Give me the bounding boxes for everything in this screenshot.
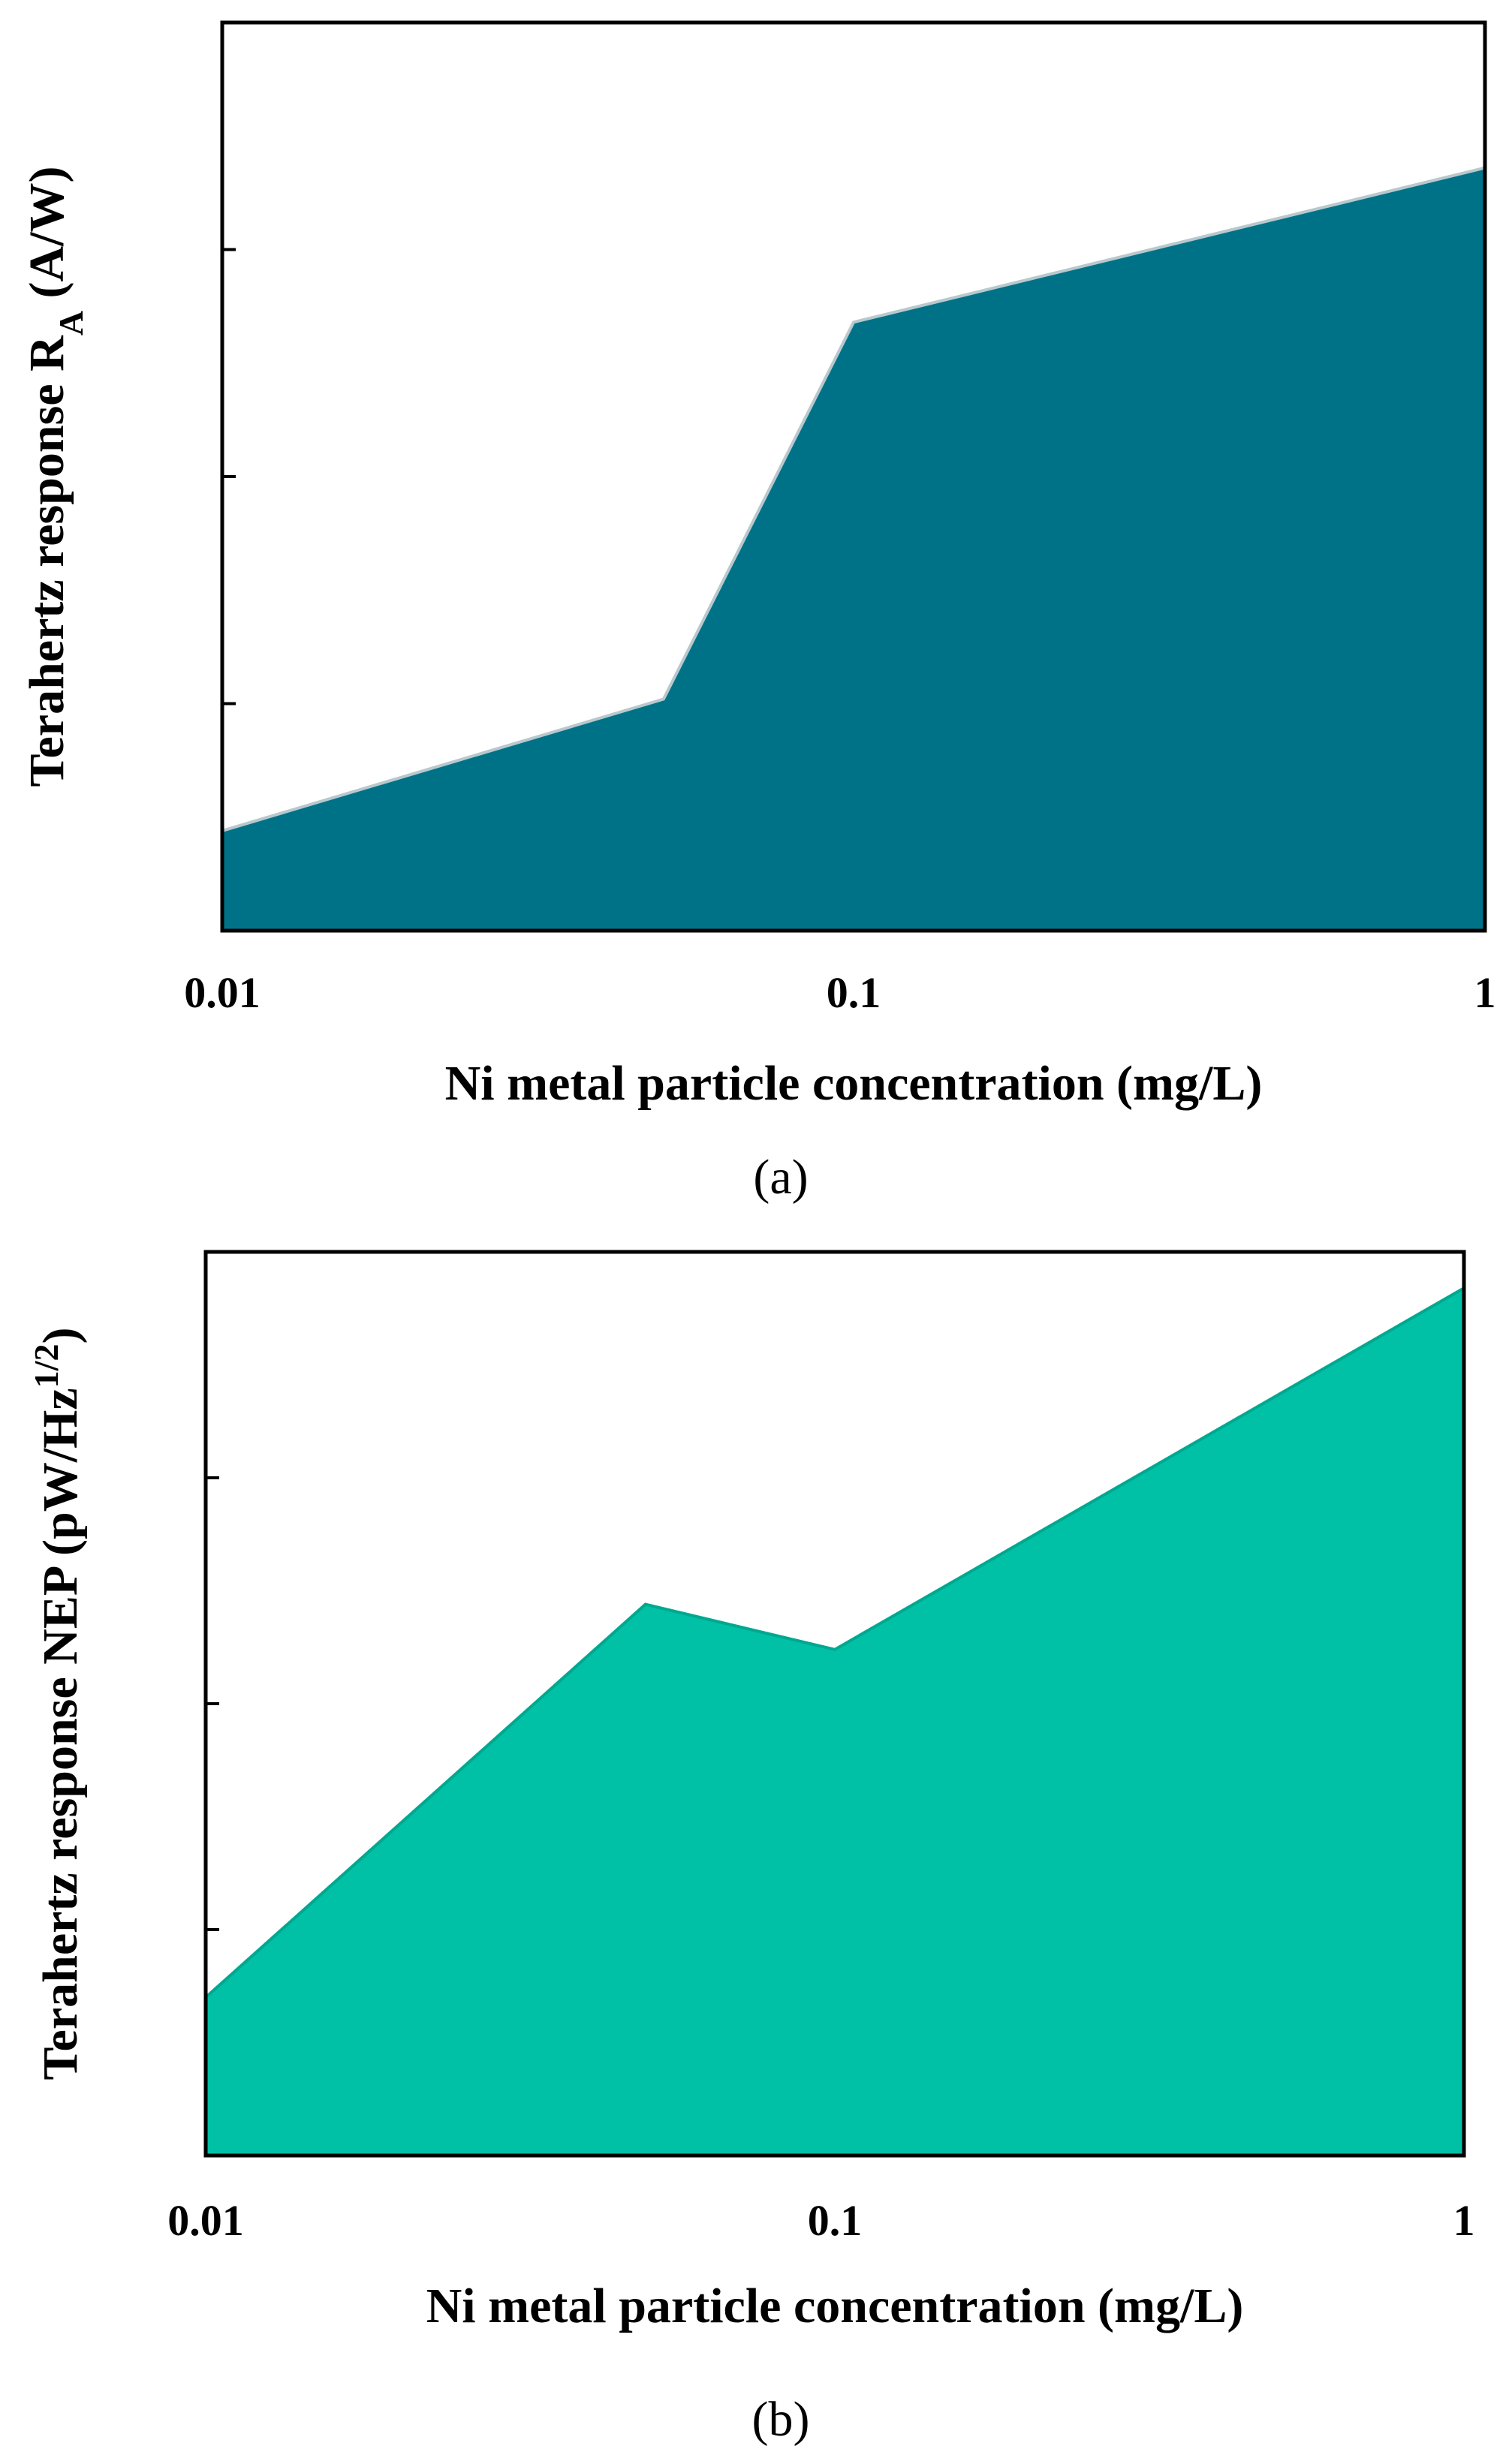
y-axis-label-b-main: Terahertz response NEP (pW/Hz <box>33 1388 88 2080</box>
y-axis-label-b: Terahertz response NEP (pW/Hz1/2) <box>27 1328 89 2080</box>
chart-panel-a: 0.01 0.1 1 Ni metal particle concentration… <box>20 20 1496 1205</box>
x-tick-label-a-1: 0.01 <box>184 968 261 1017</box>
y-axis-label-a-subscript: A <box>52 311 90 335</box>
area-series-a <box>222 167 1485 931</box>
panel-label-a-text: (a) <box>753 1150 808 1205</box>
x-tick-label-b-1: 0.01 <box>167 2196 244 2245</box>
y-axis-label-b-suffix: ) <box>33 1328 88 1344</box>
area-series-b <box>206 1288 1464 2156</box>
chart-panel-b: 0.01 0.1 1 Ni metal particle concentration… <box>27 1250 1475 2447</box>
x-tick-labels-b: 0.01 0.1 1 <box>167 2196 1474 2245</box>
area-outline-a <box>221 166 1486 832</box>
x-tick-label-a-2: 0.1 <box>827 968 881 1017</box>
x-tick-label-b-2: 0.1 <box>808 2196 863 2245</box>
x-tick-labels-a: 0.01 0.1 1 <box>184 968 1495 1017</box>
y-axis-label-a: Terahertz response RA (A/W) <box>20 167 90 787</box>
y-axis-label-b-superscript: 1/2 <box>27 1344 65 1388</box>
area-outline-b <box>204 1286 1465 1999</box>
x-tick-label-b-3: 1 <box>1453 2196 1475 2245</box>
tick-marks-a <box>222 248 236 706</box>
y-axis-label-a-main: Terahertz response R <box>20 335 74 787</box>
tick-marks-b <box>206 1476 219 1931</box>
x-tick-label-a-3: 1 <box>1474 968 1496 1017</box>
x-axis-label-a: Ni metal particle concentration (mg/L) <box>445 1056 1263 1111</box>
panel-label-a: (a) <box>753 1150 808 1205</box>
x-axis-label-b: Ni metal particle concentration (mg/L) <box>426 2279 1244 2333</box>
y-axis-label-a-suffix: (A/W) <box>20 167 74 311</box>
panel-label-b-text: (b) <box>752 2392 810 2447</box>
panel-label-b: (b) <box>752 2392 810 2447</box>
